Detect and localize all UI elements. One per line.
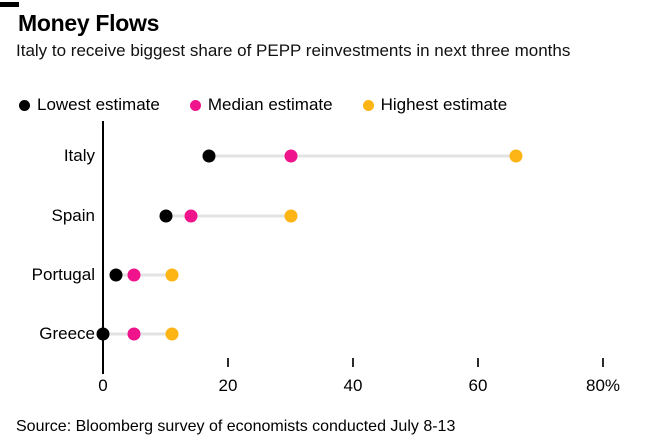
- x-axis-tick-label: 40: [343, 376, 363, 395]
- legend-dot-icon: [362, 99, 374, 111]
- y-axis-line: [102, 121, 104, 374]
- dot-lowest-portugal: [109, 268, 122, 282]
- category-label-portugal: Portugal: [31, 265, 95, 284]
- dot-highest-spain: [284, 209, 297, 223]
- category-label-italy: Italy: [63, 146, 95, 165]
- dot-highest-greece: [165, 327, 179, 341]
- legend-item-lowest: Lowest estimate: [19, 95, 160, 115]
- x-axis-tick-label: 60: [468, 376, 488, 395]
- legend-item-highest: Highest estimate: [362, 95, 508, 115]
- dot-median-italy: [284, 149, 297, 163]
- range-connector: [209, 154, 516, 158]
- dot-highest-italy: [509, 149, 522, 163]
- dot-lowest-italy: [202, 149, 216, 163]
- x-axis-tick: [227, 358, 229, 367]
- kicker-bar: [0, 2, 19, 7]
- x-axis-tick: [477, 358, 479, 367]
- category-label-spain: Spain: [51, 206, 95, 225]
- legend: Lowest estimate Median estimate Highest es…: [19, 95, 507, 115]
- chart-subtitle: Italy to receive biggest share of PEPP r…: [16, 41, 571, 60]
- legend-label: Median estimate: [207, 95, 333, 114]
- legend-dot-icon: [189, 99, 201, 111]
- dot-median-greece: [127, 327, 141, 341]
- chart-title: Money Flows: [18, 10, 160, 36]
- x-axis-tick-label: 20: [218, 376, 238, 395]
- category-label-greece: Greece: [39, 324, 95, 343]
- dot-lowest-spain: [159, 209, 172, 223]
- x-axis-tick: [352, 358, 354, 367]
- dot-median-spain: [184, 209, 197, 223]
- legend-label: Highest estimate: [380, 95, 508, 114]
- source-note: Source: Bloomberg survey of economists c…: [16, 418, 456, 435]
- range-connector: [115, 273, 172, 277]
- legend-item-median: Median estimate: [189, 95, 333, 115]
- x-axis-tick: [602, 358, 604, 367]
- legend-dot-icon: [19, 99, 30, 111]
- dot-lowest-greece: [96, 327, 110, 341]
- x-axis-tick-label: 0: [98, 376, 108, 395]
- dot-highest-portugal: [165, 268, 179, 282]
- dot-median-portugal: [127, 268, 141, 282]
- x-axis-tick-label: 80%: [585, 376, 621, 395]
- range-connector: [165, 214, 291, 218]
- chart-area: Italy Spain Portugal Greece 0 20 40 60 80%: [0, 118, 652, 408]
- legend-label: Lowest estimate: [37, 95, 160, 114]
